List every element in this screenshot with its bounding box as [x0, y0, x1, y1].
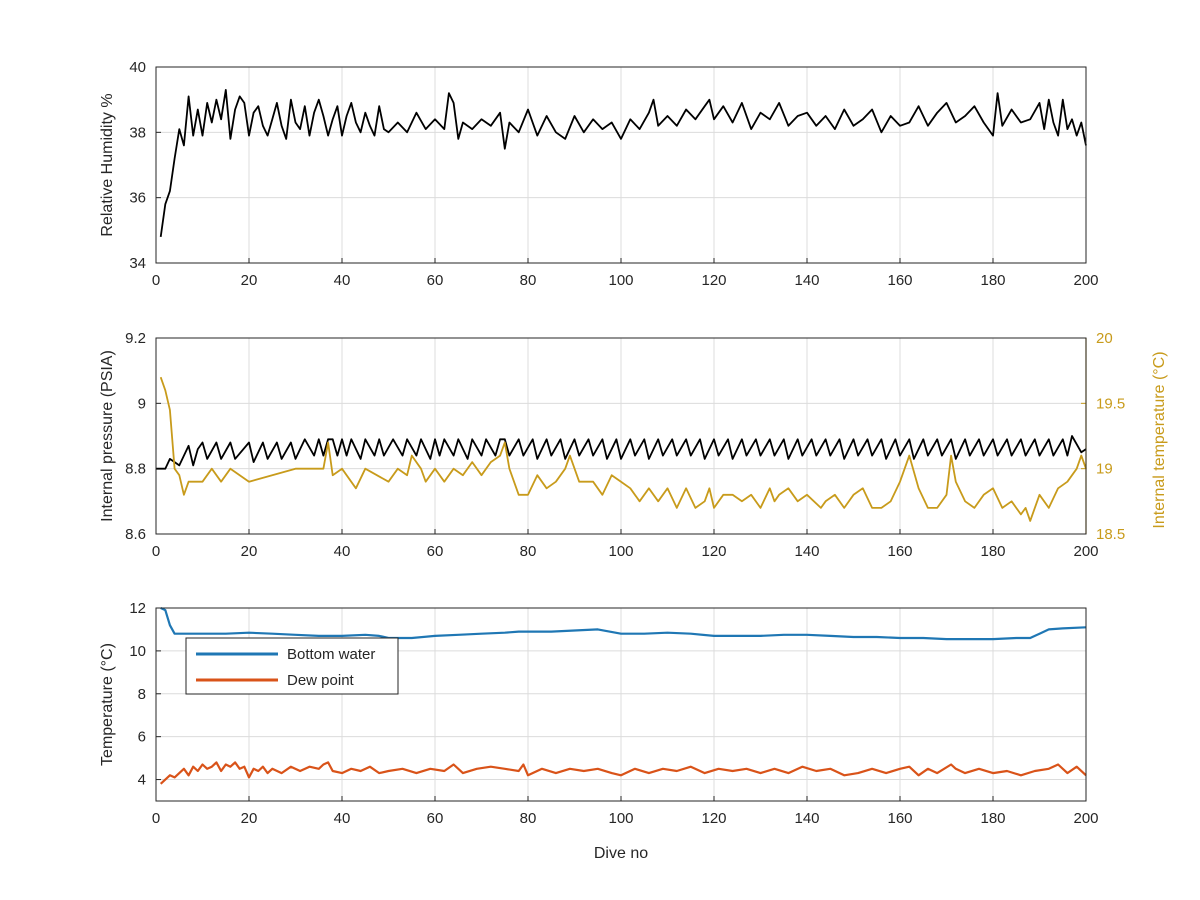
series-line-1 — [156, 435, 1087, 470]
right-tick-label: 18.5 — [1096, 526, 1125, 543]
y-tick-label: 36 — [129, 190, 146, 207]
x-tick-label: 120 — [701, 272, 726, 289]
x-tick-label: 80 — [520, 543, 537, 560]
legend: Bottom water Dew point — [185, 637, 399, 695]
x-tick-label: 0 — [152, 543, 160, 560]
x-tick-label: 140 — [794, 543, 819, 560]
x-tick-label: 140 — [794, 272, 819, 289]
legend-label: Dew point — [287, 672, 355, 689]
x-tick-label: 80 — [520, 272, 537, 289]
x-tick-label: 100 — [608, 272, 633, 289]
legend-label: Bottom water — [287, 646, 375, 663]
y-tick-label: 10 — [129, 643, 146, 660]
series-line-bottom-water — [160, 606, 1087, 641]
right-tick-label: 19 — [1096, 461, 1113, 478]
x-tick-label: 60 — [427, 272, 444, 289]
x-tick-label: 140 — [794, 810, 819, 827]
panel-3: 0 20 40 60 80 100 120 140 160 180 200 4 6 8 10 12 Temper… — [99, 600, 1099, 862]
right-tick-label: 19.5 — [1096, 395, 1125, 412]
x-tick-label: 60 — [427, 543, 444, 560]
y-axis-label: Temperature (°C) — [99, 643, 116, 766]
series-line-2 — [159, 376, 1087, 522]
y-tick-label: 6 — [138, 729, 146, 746]
x-tick-label: 20 — [241, 272, 258, 289]
x-tick-label: 20 — [241, 810, 258, 827]
x-tick-label: 40 — [334, 810, 351, 827]
x-tick-label: 160 — [887, 272, 912, 289]
x-tick-label: 0 — [152, 272, 160, 289]
x-tick-label: 180 — [980, 810, 1005, 827]
plot-frame — [155, 66, 1087, 264]
x-axis-label: Dive no — [594, 845, 648, 862]
y-tick-label: 8.8 — [125, 461, 146, 478]
x-tick-label: 80 — [520, 810, 537, 827]
x-tick-label: 40 — [334, 272, 351, 289]
x-tick-label: 100 — [608, 543, 633, 560]
y-tick-label: 8.6 — [125, 526, 146, 543]
y-axis-label-right: Internal temperature (°C) — [1151, 351, 1168, 528]
x-tick-label: 200 — [1073, 810, 1098, 827]
x-tick-label: 160 — [887, 810, 912, 827]
x-tick-label: 200 — [1073, 543, 1098, 560]
y-tick-label: 4 — [138, 772, 146, 789]
x-tick-label: 0 — [152, 810, 160, 827]
x-tick-label: 120 — [701, 810, 726, 827]
y-tick-label: 12 — [129, 600, 146, 617]
y-axis-label: Internal pressure (PSIA) — [99, 350, 116, 522]
x-tick-label: 100 — [608, 810, 633, 827]
series-line-dew-point — [159, 761, 1087, 785]
y-axis-label: Relative Humidity % — [99, 93, 116, 236]
plot-frame — [155, 607, 1087, 802]
plot-frame — [155, 337, 1087, 535]
x-tick-label: 180 — [980, 272, 1005, 289]
legend-box — [185, 637, 399, 695]
right-tick-label: 20 — [1096, 330, 1113, 347]
y-tick-label: 8 — [138, 686, 146, 703]
y-tick-label: 38 — [129, 124, 146, 141]
series-line-1 — [159, 89, 1087, 238]
x-tick-label: 180 — [980, 543, 1005, 560]
y-tick-label: 34 — [129, 255, 146, 272]
x-tick-label: 200 — [1073, 272, 1098, 289]
panel-2: 0 20 40 60 80 100 120 140 160 180 200 8.6 8.8 9 9.2 18.… — [99, 330, 1168, 560]
x-tick-label: 20 — [241, 543, 258, 560]
y-tick-label: 9.2 — [125, 330, 146, 347]
x-tick-label: 60 — [427, 810, 444, 827]
y-tick-label: 9 — [138, 395, 146, 412]
x-tick-label: 160 — [887, 543, 912, 560]
x-tick-label: 40 — [334, 543, 351, 560]
y-tick-label: 40 — [129, 59, 146, 76]
x-tick-label: 120 — [701, 543, 726, 560]
panel-1: 0 20 40 60 80 100 120 140 160 180 200 34 36 38 40 Relat… — [99, 59, 1099, 289]
